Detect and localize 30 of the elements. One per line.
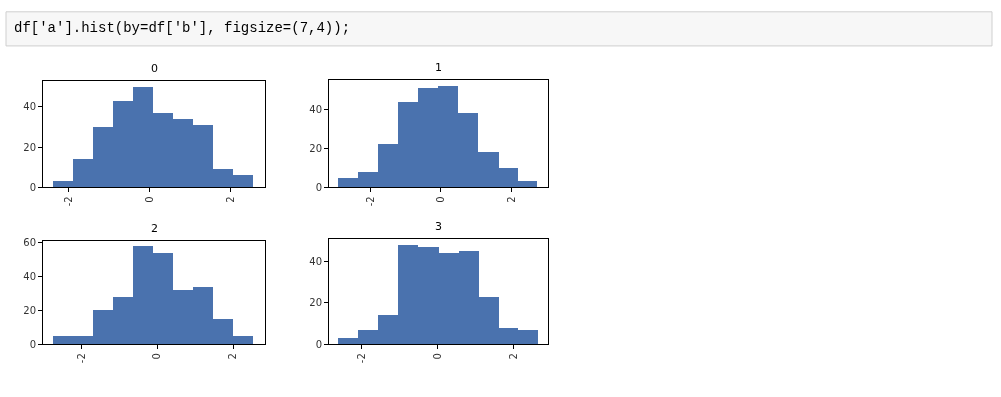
- y-tick-label: 40: [23, 101, 36, 113]
- y-tick-label: 0: [29, 338, 36, 350]
- y-tick-label: 0: [315, 338, 322, 350]
- x-tick-label: -2: [75, 353, 87, 364]
- x-tick-label: 0: [151, 353, 163, 360]
- chart-title: 2: [151, 222, 158, 235]
- chart-title: 0: [151, 62, 158, 75]
- text: df['a'].hist(by=df['b'], figsize=(7,4));: [14, 20, 351, 36]
- chart-title: 3: [435, 220, 442, 233]
- y-tick-label: 0: [315, 181, 322, 193]
- x-tick-label: 0: [435, 196, 447, 203]
- y-tick-label: 20: [309, 297, 322, 309]
- y-tick-label: 20: [23, 304, 36, 316]
- y-tick-label: 40: [309, 103, 322, 115]
- chart-title: 1: [435, 61, 442, 74]
- x-tick-label: 2: [507, 353, 519, 360]
- y-tick-label: 40: [309, 256, 322, 268]
- y-tick-label: 0: [29, 181, 36, 193]
- y-tick-label: 40: [23, 270, 36, 282]
- y-tick-label: 20: [23, 141, 36, 153]
- y-tick-label: 20: [309, 142, 322, 154]
- x-tick-label: -2: [63, 196, 75, 207]
- x-tick-label: -2: [356, 353, 368, 364]
- x-tick-label: 0: [431, 353, 443, 360]
- x-tick-label: 2: [505, 196, 517, 203]
- x-tick-label: 0: [144, 196, 155, 203]
- x-tick-label: 2: [224, 196, 236, 203]
- x-tick-label: -2: [364, 196, 376, 207]
- x-tick-label: 2: [227, 353, 239, 360]
- y-tick-label: 60: [23, 237, 36, 249]
